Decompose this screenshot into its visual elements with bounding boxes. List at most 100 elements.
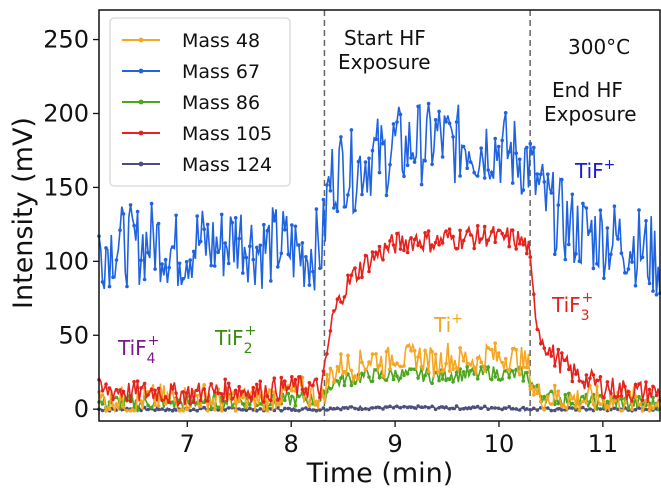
point-mass-86	[391, 377, 396, 382]
point-mass-67	[489, 170, 494, 175]
point-mass-67	[377, 170, 382, 175]
point-mass-124	[549, 408, 554, 413]
point-mass-48	[195, 393, 199, 398]
point-mass-105	[191, 400, 196, 405]
point-mass-105	[212, 390, 217, 394]
point-mass-105	[458, 228, 462, 233]
point-mass-67	[472, 170, 477, 175]
point-mass-67	[496, 144, 501, 149]
legend-label: Mass 67	[182, 61, 260, 83]
point-mass-105	[637, 382, 641, 386]
point-mass-67	[149, 201, 154, 206]
point-mass-105	[528, 255, 533, 259]
point-mass-48	[353, 374, 357, 378]
tif2-plus-label: TiF2 +	[214, 323, 256, 357]
point-mass-48	[332, 380, 336, 385]
tif2-sub: 2	[244, 341, 253, 357]
point-mass-105	[556, 347, 561, 352]
point-mass-48	[219, 408, 224, 413]
point-mass-48	[433, 352, 438, 357]
point-mass-48	[325, 372, 329, 377]
point-mass-124	[328, 406, 333, 411]
point-mass-124	[461, 407, 466, 411]
point-mass-105	[602, 395, 606, 400]
point-mass-48	[384, 349, 389, 354]
point-mass-105	[370, 250, 375, 254]
point-mass-86	[521, 379, 526, 383]
point-mass-67	[602, 276, 606, 281]
point-mass-48	[489, 347, 494, 352]
point-mass-67	[223, 241, 227, 245]
point-mass-67	[191, 249, 196, 254]
point-mass-48	[100, 393, 105, 397]
legend-marker	[138, 99, 144, 105]
point-mass-67	[619, 251, 624, 255]
point-mass-124	[437, 406, 441, 410]
point-mass-124	[570, 406, 575, 410]
point-mass-67	[630, 260, 634, 264]
point-mass-86	[542, 394, 547, 399]
point-mass-48	[181, 408, 185, 413]
point-mass-67	[482, 176, 487, 180]
point-mass-105	[300, 387, 305, 392]
point-mass-67	[395, 120, 399, 124]
point-mass-67	[567, 242, 571, 247]
point-mass-67	[212, 264, 217, 268]
point-mass-105	[377, 244, 382, 249]
point-mass-67	[493, 136, 498, 141]
point-mass-48	[314, 399, 319, 404]
tif3-base: TiF	[551, 293, 581, 317]
point-mass-67	[556, 203, 561, 207]
point-mass-105	[297, 375, 301, 379]
point-mass-105	[254, 382, 259, 387]
point-mass-105	[177, 400, 182, 405]
point-mass-86	[525, 370, 529, 375]
point-mass-48	[574, 404, 578, 409]
tif3-plus-label: TiF3 +	[551, 290, 593, 324]
point-mass-67	[553, 252, 557, 256]
point-mass-105	[146, 393, 150, 397]
end-hf-label-line1: End HF	[552, 78, 623, 102]
point-mass-86	[297, 394, 301, 399]
point-mass-67	[177, 261, 182, 266]
point-mass-105	[461, 238, 466, 243]
tif-plus-label: TiF+	[574, 157, 615, 183]
point-mass-67	[251, 257, 256, 262]
point-mass-105	[609, 391, 613, 396]
point-mass-124	[598, 407, 603, 411]
point-mass-67	[160, 262, 164, 266]
point-mass-105	[493, 240, 498, 244]
point-mass-105	[198, 398, 203, 403]
point-mass-105	[251, 386, 256, 390]
x-tick-label: 10	[484, 430, 515, 458]
point-mass-124	[248, 406, 252, 411]
point-mass-86	[637, 395, 641, 399]
point-mass-48	[525, 365, 529, 370]
point-mass-105	[279, 375, 284, 380]
point-mass-105	[335, 297, 340, 302]
point-mass-67	[328, 189, 333, 193]
temperature-label: 300°C	[568, 35, 630, 59]
point-mass-86	[570, 401, 575, 406]
point-mass-48	[209, 401, 213, 406]
point-mass-67	[335, 209, 340, 214]
point-mass-105	[342, 295, 347, 299]
point-mass-86	[486, 365, 491, 370]
point-mass-48	[177, 408, 182, 413]
point-mass-86	[581, 394, 585, 399]
point-mass-67	[370, 148, 375, 153]
point-mass-67	[321, 197, 326, 202]
point-mass-67	[346, 193, 350, 197]
point-mass-67	[237, 236, 241, 241]
legend-box	[109, 17, 291, 187]
point-mass-48	[563, 405, 568, 410]
point-mass-105	[507, 244, 512, 249]
point-mass-105	[307, 381, 312, 385]
point-mass-67	[279, 251, 284, 256]
point-mass-105	[349, 273, 354, 278]
point-mass-67	[542, 180, 547, 184]
point-mass-48	[139, 399, 143, 404]
point-mass-48	[451, 367, 455, 372]
point-mass-67	[535, 172, 540, 176]
point-mass-105	[430, 243, 434, 247]
